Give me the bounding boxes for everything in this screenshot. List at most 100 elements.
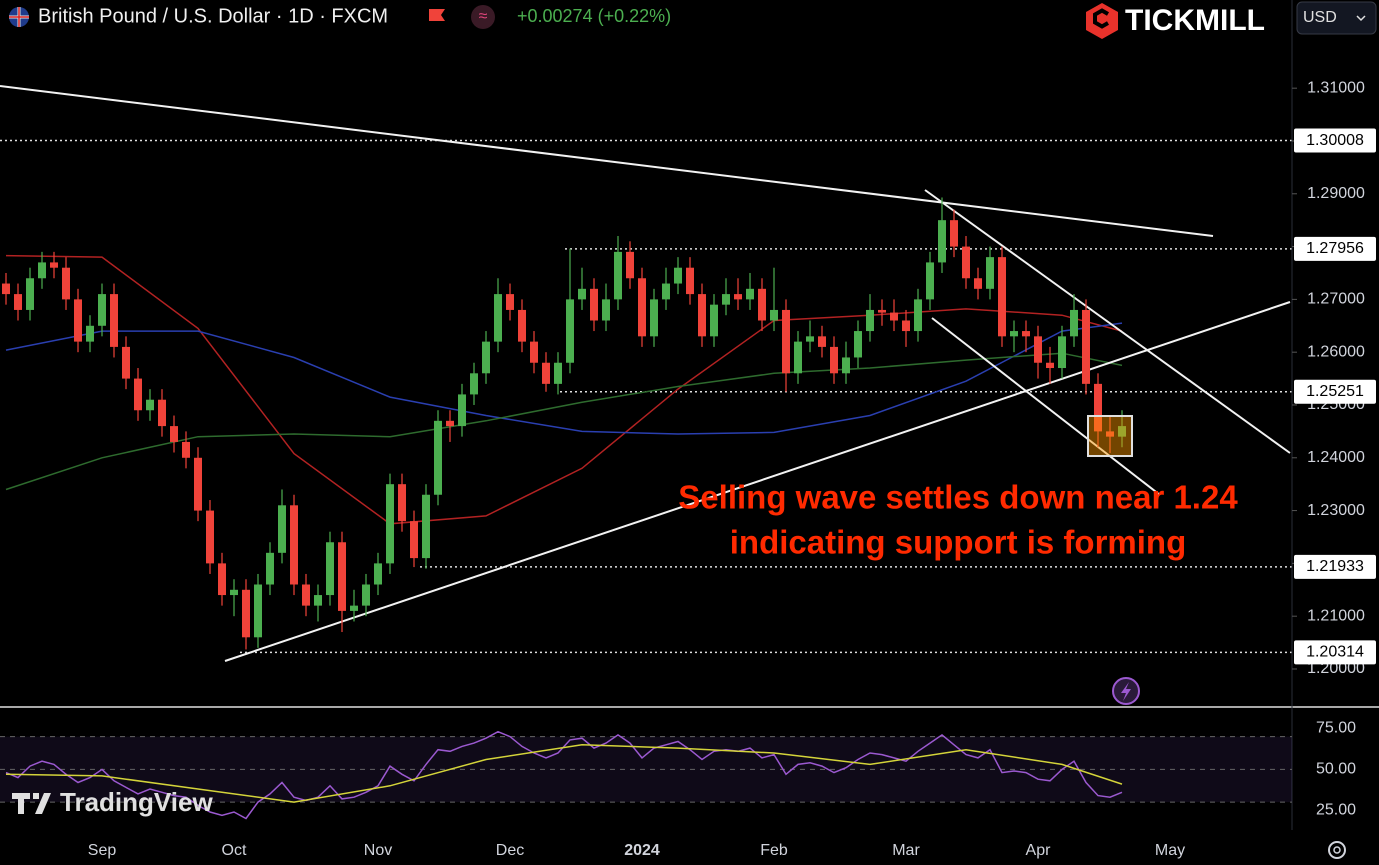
candle-body (518, 309, 526, 342)
candle-body (938, 220, 946, 263)
candle-body (1022, 331, 1030, 337)
watermark: TradingView (12, 787, 213, 817)
level-box (1294, 128, 1376, 153)
candle-body (926, 262, 934, 300)
brand-logo-mark (1093, 8, 1110, 29)
candle-body (530, 341, 538, 363)
candle-body (986, 257, 994, 289)
candle-body (158, 399, 166, 427)
candle-body (818, 336, 826, 347)
candle-body (422, 494, 430, 559)
x-tick-label: Sep (88, 842, 117, 859)
candle-body (254, 584, 262, 638)
candle-body (734, 294, 742, 300)
candle-body (290, 505, 298, 585)
trend-line (924, 189, 1291, 454)
candle-body (974, 278, 982, 289)
candle-body (110, 294, 118, 347)
candle-body (998, 257, 1006, 337)
candle-body (854, 331, 862, 358)
candle-body (494, 294, 502, 342)
alert-icon[interactable] (1112, 677, 1140, 705)
highlight-box (1087, 415, 1133, 457)
candle-body (578, 288, 586, 300)
y-tick-label: 1.24000 (1307, 449, 1365, 466)
brand-logo (1086, 3, 1118, 39)
candle-body (242, 589, 250, 638)
candle-body (650, 299, 658, 337)
candle-body (1118, 426, 1126, 437)
level-box (1294, 640, 1376, 665)
candle-body (710, 304, 718, 337)
settings-gear[interactable] (1328, 841, 1346, 859)
candle-body (554, 362, 562, 384)
symbol-title[interactable]: British Pound / U.S. Dollar · 1D · FXCM (38, 5, 388, 27)
candle-body (1082, 309, 1090, 384)
candle-body (1034, 336, 1042, 363)
moving-average (5, 254, 1123, 525)
settings-icon[interactable] (1328, 841, 1346, 859)
flag-marker[interactable] (429, 9, 445, 21)
candle-body (542, 362, 550, 384)
indicator-icon[interactable] (471, 5, 495, 29)
candle-body (50, 262, 58, 268)
candle-body (1046, 362, 1054, 369)
x-tick-label: Mar (892, 842, 920, 859)
level-box (1294, 554, 1376, 579)
candle-body (218, 563, 226, 596)
candle-body (674, 267, 682, 284)
candle-body (902, 320, 910, 332)
candle-body (434, 420, 442, 495)
x-tick-label: Dec (496, 842, 524, 859)
flag-cross-red (9, 7, 29, 27)
candle-body (566, 299, 574, 363)
y-tick-label: 1.27000 (1307, 291, 1365, 308)
indicator-glyph: ≈ (479, 8, 488, 25)
price-change: +0.00274 (+0.22%) (517, 6, 671, 26)
candle-body (590, 288, 598, 321)
candle-body (1094, 383, 1102, 432)
candle-body (782, 309, 790, 374)
y-tick-label: 1.29000 (1307, 185, 1365, 202)
y-tick-label: 75.00 (1316, 720, 1356, 737)
x-tick-label: 2024 (624, 842, 660, 859)
candle-body (230, 589, 238, 596)
candle-body (722, 294, 730, 305)
y-tick-label: 1.21000 (1307, 607, 1365, 624)
candle-body (98, 294, 106, 326)
candle-body (266, 552, 274, 585)
x-tick-label: May (1155, 842, 1185, 859)
candle-body (374, 563, 382, 585)
candle-body (1058, 336, 1066, 369)
candle-body (794, 341, 802, 374)
candle-body (206, 510, 214, 564)
currency-select[interactable] (1296, 1, 1377, 35)
candle-body (842, 357, 850, 374)
candle-body (470, 373, 478, 395)
x-tick-label: Apr (1026, 842, 1052, 859)
trend-line (0, 85, 1214, 237)
candle-body (26, 278, 34, 310)
rsi-line (5, 730, 1123, 820)
candle-body (686, 267, 694, 295)
moving-averages (5, 254, 1123, 525)
candle-body (746, 288, 754, 300)
candle-body (626, 251, 634, 279)
level-label: 1.25251 (1306, 383, 1364, 400)
candle-body (14, 294, 22, 310)
candle-body (386, 484, 394, 564)
y-tick-label: 1.26000 (1307, 343, 1365, 360)
candle-body (146, 399, 154, 411)
y-tick-label: 50.00 (1316, 761, 1356, 778)
candle-body (866, 309, 874, 332)
candle-body (2, 283, 10, 295)
level-box (1294, 379, 1376, 404)
moving-average (5, 352, 1123, 491)
candle-body (38, 262, 46, 279)
candle-body (890, 312, 898, 321)
y-tick-label: 1.23000 (1307, 502, 1365, 519)
candle-body (914, 299, 922, 332)
candle-body (314, 595, 322, 606)
